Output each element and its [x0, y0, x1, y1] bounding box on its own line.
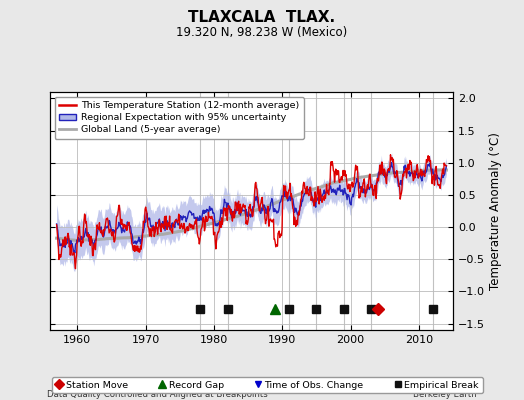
Text: Data Quality Controlled and Aligned at Breakpoints: Data Quality Controlled and Aligned at B…: [47, 390, 268, 399]
Legend: This Temperature Station (12-month average), Regional Expectation with 95% uncer: This Temperature Station (12-month avera…: [54, 97, 304, 139]
Legend: Station Move, Record Gap, Time of Obs. Change, Empirical Break: Station Move, Record Gap, Time of Obs. C…: [52, 377, 483, 393]
Text: Berkeley Earth: Berkeley Earth: [413, 390, 477, 399]
Text: 19.320 N, 98.238 W (Mexico): 19.320 N, 98.238 W (Mexico): [177, 26, 347, 39]
Text: TLAXCALA  TLAX.: TLAXCALA TLAX.: [189, 10, 335, 25]
Y-axis label: Temperature Anomaly (°C): Temperature Anomaly (°C): [489, 132, 503, 290]
